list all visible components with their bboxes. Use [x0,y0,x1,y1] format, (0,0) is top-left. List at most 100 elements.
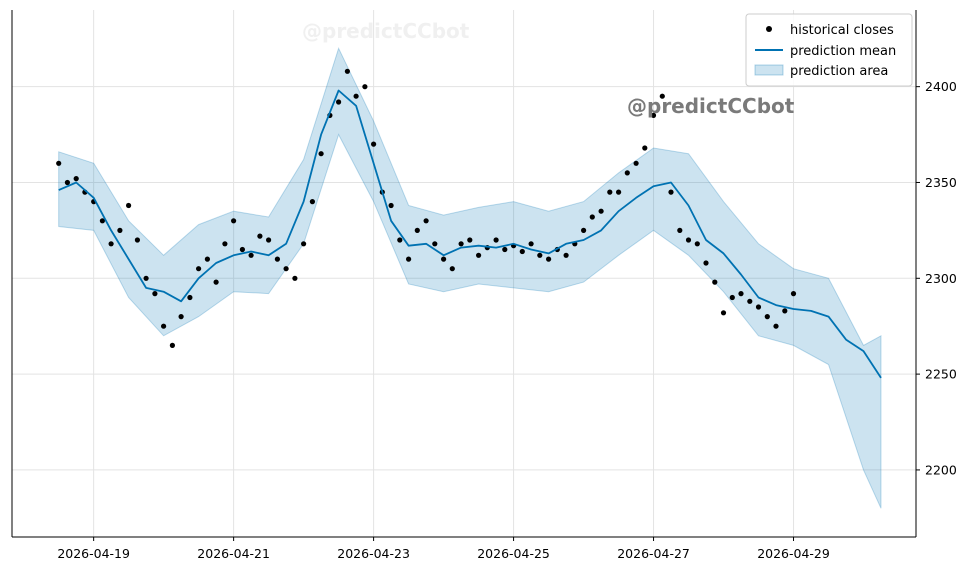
prediction-mean-line [58,89,882,379]
historical-close-point [344,68,350,74]
historical-close-point [598,208,604,214]
historical-close-point [292,275,298,281]
historical-close-point [283,266,289,272]
historical-close-point [441,256,447,262]
legend-label-prediction-area: prediction area [790,64,888,79]
legend-label-prediction-mean: prediction mean [790,44,896,59]
historical-close-point [476,252,482,258]
historical-close-point [642,145,648,151]
historical-close-point [493,237,499,243]
historical-close-point [432,241,438,247]
historical-close-point [161,323,167,329]
historical-close-point [467,237,473,243]
x-tick-label: 2026-04-23 [337,546,410,561]
prediction-mean-layer [58,89,882,379]
watermark: @predictCCbot @predictCCbot [302,19,795,118]
historical-close-point [616,189,622,195]
prediction-area-layer [58,46,882,509]
x-tick-label: 2026-04-19 [57,546,130,561]
historical-close-point [64,179,70,186]
historical-close-point [633,160,639,166]
historical-close-point [528,241,534,247]
x-tick-label: 2026-04-29 [757,546,830,561]
grid-lines [12,10,916,537]
historical-close-point [301,241,307,247]
historical-close-point [108,241,114,247]
historical-close-point [747,298,753,304]
historical-close-point [659,93,665,99]
historical-close-point [773,323,779,329]
legend-label-historical-closes: historical closes [790,23,894,38]
historical-close-point [414,227,420,233]
historical-close-point [169,342,175,348]
historical-close-point [126,202,132,209]
legend-box [745,13,913,87]
historical-close-point [56,160,62,166]
x-axis-ticks: 2026-04-19 2026-04-21 2026-04-23 2026-04-25… [57,537,830,561]
historical-close-point [458,241,464,247]
historical-close-point [371,141,377,147]
historical-close-point [196,266,202,272]
historical-close-point [650,112,657,118]
historical-close-point [423,218,429,224]
historical-close-point [703,260,709,266]
historical-close-point [213,279,219,285]
y-tick-label: 2400 [925,79,957,94]
historical-close-point [790,291,797,297]
historical-close-point [143,275,149,281]
historical-close-point [99,218,105,224]
historical-close-point [222,241,228,247]
historical-close-point [388,202,394,209]
historical-close-point [624,170,630,176]
historical-close-point [537,252,543,258]
y-tick-label: 2300 [925,271,957,286]
historical-close-point [502,246,508,253]
historical-close-point [694,241,700,247]
historical-close-point [729,294,735,301]
historical-close-point [266,237,272,243]
historical-close-point [248,252,254,258]
prediction-area-band [58,46,882,509]
historical-close-point [546,256,552,262]
historical-close-point [178,314,184,320]
historical-close-point [152,291,158,297]
historical-close-point [117,227,123,233]
y-axis-ticks: 2200 2250 2300 2350 2400 [916,79,957,477]
historical-close-point [738,291,744,297]
historical-close-point [274,256,280,262]
historical-close-point [685,237,692,243]
historical-close-point [73,176,79,182]
historical-close-point [134,237,140,243]
y-tick-label: 2200 [925,462,957,477]
legend-marker-historical-closes [766,26,772,32]
historical-close-point [589,214,595,220]
historical-close-point [668,189,674,195]
x-tick-label: 2026-04-25 [477,546,550,561]
historical-close-point [336,99,342,105]
historical-close-point [782,308,788,314]
historical-close-point [449,266,455,272]
historical-close-point [712,279,718,285]
historical-close-point [519,248,525,255]
historical-close-point [187,294,193,301]
historical-close-point [563,252,569,258]
watermark-text-faint: @predictCCbot [302,19,470,43]
historical-close-point [677,227,683,233]
axes [11,10,917,538]
historical-close-point [581,227,587,233]
legend: historical closes prediction mean predic… [745,13,913,87]
historical-close-point [239,246,245,253]
historical-close-point [397,237,403,243]
x-tick-label: 2026-04-27 [617,546,690,561]
historical-close-point [764,314,770,320]
historical-close-point [353,93,359,99]
historical-close-point [231,218,237,224]
historical-close-point [318,151,324,157]
historical-close-point [607,189,613,195]
historical-close-point [204,256,210,262]
historical-close-point [755,304,762,310]
historical-close-point [362,84,368,90]
x-tick-label: 2026-04-21 [197,546,270,561]
legend-marker-prediction-area [754,64,784,76]
